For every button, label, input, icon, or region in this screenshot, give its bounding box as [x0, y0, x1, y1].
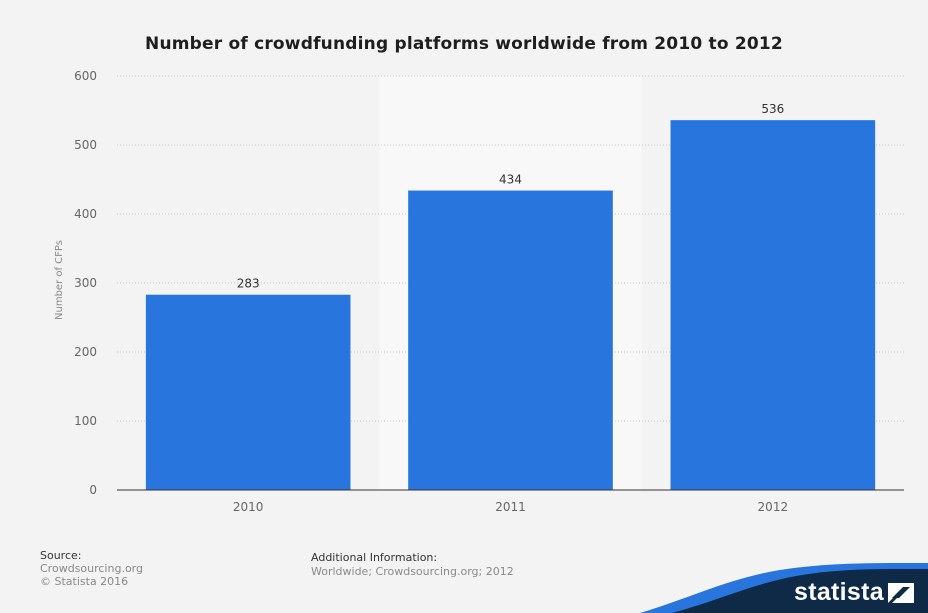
statista-logo-icon [888, 583, 914, 603]
x-axis-ticks: 2010 2011 2012 [233, 500, 788, 514]
source-name[interactable]: Crowdsourcing.org [40, 562, 143, 575]
x-tick-label-2012: 2012 [758, 500, 789, 514]
additional-info-text: Worldwide; Crowdsourcing.org; 2012 [311, 565, 514, 578]
additional-info-label: Additional Information: [311, 551, 438, 564]
y-axis-title: Number of CFPs [54, 240, 65, 320]
chart-title: Number of crowdfunding platforms worldwi… [145, 34, 783, 54]
copyright-text: © Statista 2016 [40, 575, 129, 588]
y-tick-label: 400 [74, 207, 97, 221]
data-label-2011: 434 [499, 173, 522, 187]
bar-2012 [670, 120, 876, 490]
brand-swoosh [672, 568, 928, 613]
bars: 283 434 536 [145, 102, 876, 491]
y-tick-label: 200 [74, 345, 97, 359]
bar-2010 [145, 294, 351, 490]
statista-logo-text[interactable]: statista [794, 578, 884, 606]
y-tick-label: 600 [74, 69, 97, 83]
y-axis-ticks: 0 100 200 300 400 500 600 [74, 69, 97, 497]
data-label-2010: 283 [237, 277, 260, 291]
y-tick-label: 0 [89, 483, 97, 497]
y-tick-label: 300 [74, 276, 97, 290]
y-tick-label: 100 [74, 414, 97, 428]
x-tick-label-2011: 2011 [495, 500, 526, 514]
bar-2011 [408, 190, 613, 491]
source-label: Source: [40, 549, 82, 562]
x-tick-label-2010: 2010 [233, 500, 264, 514]
data-label-2012: 536 [761, 102, 784, 116]
source-block: Source: Crowdsourcing.org © Statista 201… [40, 549, 143, 588]
y-tick-label: 500 [74, 138, 97, 152]
additional-info-block: Additional Information: Worldwide; Crowd… [311, 551, 514, 579]
